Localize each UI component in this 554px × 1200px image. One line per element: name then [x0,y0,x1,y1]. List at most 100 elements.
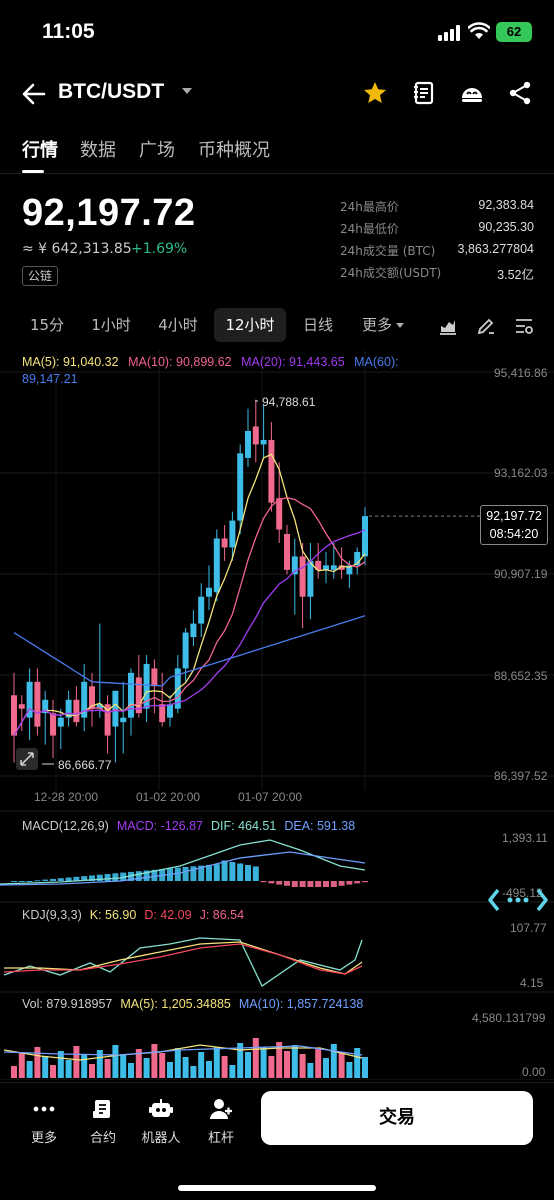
candle [112,690,119,727]
bottom-leverage[interactable]: 杠杆 [194,1097,248,1146]
volume-bar [34,1047,41,1078]
high-marker [255,400,258,402]
category-badge[interactable]: 公链 [22,266,59,286]
tab-coin-overview[interactable]: 币种概况 [198,140,270,161]
candle [338,565,345,570]
volume-bar [73,1046,80,1078]
candle [89,686,95,709]
kline-chart[interactable] [0,350,554,1080]
tab-market[interactable]: 行情 [22,140,58,161]
indicator-settings-icon[interactable] [514,316,534,336]
pair-dropdown-icon[interactable] [182,88,192,94]
home-indicator [178,1185,376,1191]
interval-1d[interactable]: 日线 [302,316,333,334]
volume-bar [221,1056,228,1078]
candle [198,596,205,624]
volume-bar [11,1066,17,1078]
interval-4h[interactable]: 4小时 [158,316,198,334]
chart-type-icon[interactable] [438,316,458,336]
bottom-contract[interactable]: 合约 [76,1097,130,1146]
back-arrow-icon[interactable] [20,80,48,108]
candle [167,704,173,718]
volume-bar [65,1060,72,1078]
current-price-tag: 92,197.72 08:54:20 [480,505,548,545]
volume-bar [213,1047,220,1078]
interval-1h[interactable]: 1小时 [91,316,131,334]
volume-bar [81,1055,88,1078]
candle [34,681,41,727]
page-tabs: 行情 数据 广场 币种概况 [0,126,554,174]
macd-bar [307,881,314,887]
price-change: +1.69% [131,241,188,257]
volume-bar [284,1051,290,1078]
price-axis-label: 86,397.52 [494,769,548,783]
macd-bar [89,875,95,881]
drawing-tool-icon[interactable] [476,316,496,336]
macd-bar [206,864,212,881]
macd-bar [65,877,72,881]
ma20-legend: MA(20): 91,443.65 [241,355,345,369]
notebook-icon[interactable] [411,80,437,106]
volume-bar [182,1057,189,1078]
battery-icon: 62 [496,22,532,42]
candle [42,699,49,714]
macd-bar [96,874,103,881]
macd-legend: MACD(12,26,9) MACD: -126.87 DIF: 464.51 DEA… [22,819,356,833]
macd-bar [182,867,189,881]
macd-bar [213,864,220,881]
macd-bar [198,865,205,881]
macd-bar [50,878,56,881]
share-icon[interactable] [507,80,533,106]
interval-12h[interactable]: 12小时 [214,308,286,342]
volume-bar [330,1044,337,1078]
volume-bar [307,1063,314,1078]
cellular-signal-icon [438,25,460,41]
vol-ma10-line [3,1045,363,1056]
wifi-icon [468,22,490,39]
kdj-j-line [3,937,363,987]
mascot-icon[interactable] [459,80,485,106]
volume-bar [143,1058,150,1078]
bottom-more[interactable]: 更多 [17,1097,71,1146]
pair-title[interactable]: BTC/USDT [58,80,165,103]
volume-bar [174,1048,181,1078]
candle [330,565,337,570]
macd-axis-top: 1,393.11 [502,831,548,845]
price-axis-label: 95,416.86 [494,366,548,380]
volume-bar [42,1056,49,1078]
candle [276,498,283,530]
interval-more[interactable]: 更多 [352,308,414,342]
trade-button[interactable]: 交易 [261,1091,533,1145]
candle [96,704,103,709]
more-icon [33,1106,55,1112]
fullscreen-icon[interactable] [16,748,38,770]
volume-bar [96,1050,103,1078]
candle [151,668,158,687]
candle [18,704,25,709]
ma-legend: MA(5): 91,040.32 MA(10): 90,899.62 MA(20… [22,354,422,388]
volume-axis-bottom: 0.00 [522,1065,546,1079]
bottom-robot[interactable]: 机器人 [134,1097,188,1146]
ma60-legend: MA(60): 89,147.21 [22,355,399,386]
candle [190,623,197,638]
candle [73,699,80,723]
price-axis-label: 93,162.03 [494,466,548,480]
interval-15m[interactable]: 15分 [29,316,65,334]
volume-bar [237,1043,244,1078]
volume-bar [50,1065,56,1078]
tab-square[interactable]: 广场 [139,140,175,161]
candle [65,699,72,718]
bottom-bar: 更多 合约 机器人 杠杆 交易 [0,1082,554,1200]
scroll-to-latest-icon[interactable] [488,886,548,914]
candle [299,556,306,597]
time-axis-label: 12-28 20:00 [34,790,99,804]
macd-bar [252,866,259,881]
macd-bar [237,863,244,881]
macd-bar [42,879,49,881]
tab-data[interactable]: 数据 [80,140,116,161]
contract-icon [93,1100,110,1118]
price-axis-label: 88,652.35 [494,669,548,683]
kdj-k-line [4,941,363,975]
star-icon[interactable] [362,80,388,106]
macd-axis-bottom: -495.12 [502,886,543,900]
